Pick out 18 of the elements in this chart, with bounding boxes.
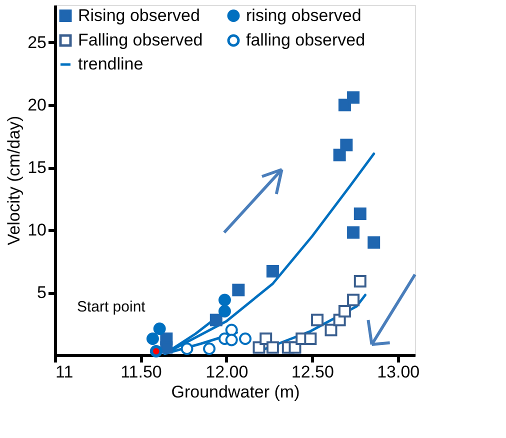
y-tick-label: 5 bbox=[37, 283, 46, 302]
y-tick-label: 25 bbox=[28, 33, 46, 52]
y-tick-label: 15 bbox=[28, 158, 46, 177]
x-tick-label: 11 bbox=[56, 362, 74, 382]
legend-label: rising observed bbox=[246, 6, 362, 25]
legend-label: falling observed bbox=[246, 30, 366, 50]
legend-label: Falling observed bbox=[78, 30, 203, 50]
y-tick-label: 20 bbox=[28, 96, 46, 114]
x-tick-label: 12.00 bbox=[206, 362, 248, 382]
x-tick-label: 11.50 bbox=[120, 362, 162, 382]
legend-label: Rising observed bbox=[78, 6, 200, 25]
y-tick-label: 10 bbox=[28, 220, 46, 240]
y-axis-title: Velocity (cm/day) bbox=[4, 116, 24, 246]
legend-label: trendline bbox=[78, 54, 144, 74]
annotation: Start point bbox=[76, 298, 146, 316]
x-axis-title: Groundwater (m) bbox=[171, 382, 300, 402]
x-tick-label: 12.50 bbox=[291, 362, 334, 382]
x-tick-label: 13.00 bbox=[377, 362, 420, 382]
